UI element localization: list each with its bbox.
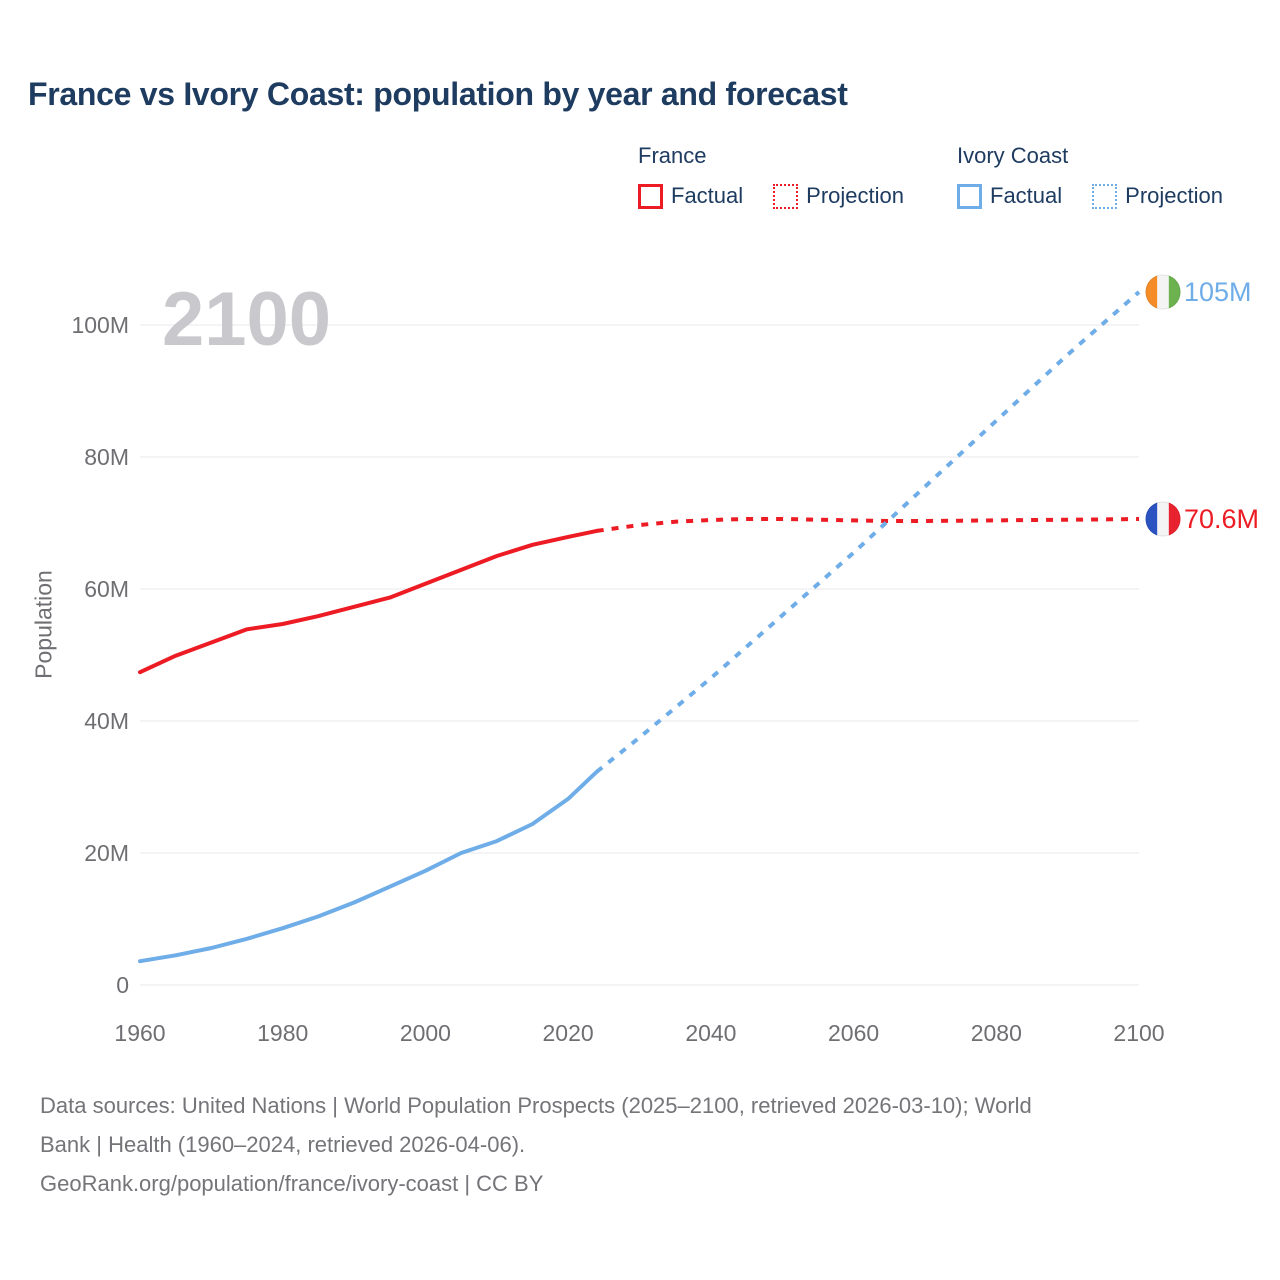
flag-stripe xyxy=(1157,501,1170,537)
y-tick-label: 40M xyxy=(84,708,129,734)
y-tick-label: 20M xyxy=(84,840,129,866)
y-tick-label: 100M xyxy=(71,312,129,338)
legend-item-label: Factual xyxy=(671,183,744,208)
x-tick-label: 1980 xyxy=(257,1020,308,1046)
legend-item-france-projection[interactable]: Projection xyxy=(773,183,904,209)
x-tick-label: 2100 xyxy=(1113,1020,1164,1046)
forecast-year-watermark: 2100 xyxy=(162,277,331,362)
x-tick-label: 2000 xyxy=(400,1020,451,1046)
flag-stripe xyxy=(1157,274,1170,310)
footer: Data sources: United Nations | World Pop… xyxy=(40,1086,1250,1203)
x-tick-label: 2040 xyxy=(685,1020,736,1046)
legend-group-title: France xyxy=(638,143,707,168)
flag-stripe xyxy=(1145,274,1158,310)
y-tick-label: 80M xyxy=(84,444,129,470)
legend-item-label: Projection xyxy=(1125,183,1223,208)
flag-outline xyxy=(1145,501,1181,537)
legend-item-france-factual[interactable]: Factual xyxy=(638,183,743,209)
france-flag-icon xyxy=(1145,501,1181,537)
flag-stripe xyxy=(1145,501,1158,537)
legend-item-label: Projection xyxy=(806,183,904,208)
legend-row: Factual Projection xyxy=(638,183,934,209)
france-factual-swatch-icon xyxy=(638,183,663,209)
legend-item-label: Factual xyxy=(990,183,1063,208)
end-label-france: 70.6M xyxy=(1184,504,1259,534)
footer-data-sources-line: Data sources: United Nations | World Pop… xyxy=(40,1093,1032,1118)
france-factual-line xyxy=(138,528,599,675)
legend-group-title: Ivory Coast xyxy=(957,143,1069,168)
end-label-ivory-coast: 105M xyxy=(1184,277,1252,307)
flag-outline xyxy=(1145,274,1181,310)
footer-data-sources-line: Bank | Health (1960–2024, retrieved 2026… xyxy=(40,1132,526,1157)
france-projection-swatch-icon xyxy=(773,183,799,209)
france-projection-line xyxy=(596,517,1140,533)
legend-group-ivory-coast: Ivory Coast Factual Projection xyxy=(957,143,1253,209)
x-tick-label: 2080 xyxy=(971,1020,1022,1046)
ivory-coast-factual-line xyxy=(138,769,599,964)
footer-attribution-line: GeoRank.org/population/france/ivory-coas… xyxy=(40,1171,544,1196)
page-title: France vs Ivory Coast: population by yea… xyxy=(28,76,848,112)
legend-row: Factual Projection xyxy=(957,183,1253,209)
ivory-coast-factual-swatch-icon xyxy=(957,183,982,209)
ivory-coast-projection-swatch-icon xyxy=(1092,183,1118,209)
flag-stripe xyxy=(1168,501,1181,537)
ivory-coast-projection-line xyxy=(595,290,1141,774)
flag-stripe xyxy=(1168,274,1181,310)
ivory-coast-flag-icon xyxy=(1145,274,1181,310)
legend-item-ivory-coast-projection[interactable]: Projection xyxy=(1092,183,1223,209)
y-tick-label: 60M xyxy=(84,576,129,602)
x-tick-label: 2060 xyxy=(828,1020,879,1046)
x-tick-label: 1960 xyxy=(114,1020,165,1046)
y-tick-label: 0 xyxy=(116,972,129,998)
x-tick-label: 2020 xyxy=(543,1020,594,1046)
legend-item-ivory-coast-factual[interactable]: Factual xyxy=(957,183,1062,209)
legend-group-france: France Factual Projection xyxy=(638,143,934,209)
